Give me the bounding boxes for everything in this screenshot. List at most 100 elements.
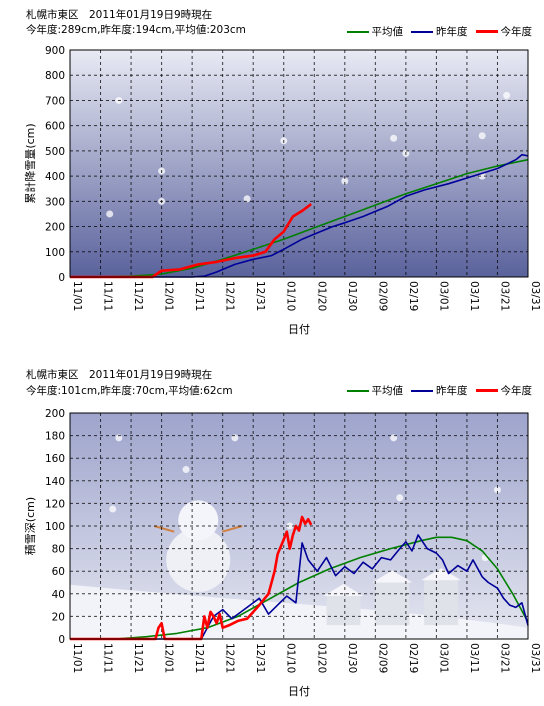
chart-header-totals: 今年度:289cm,昨年度:194cm,平均値:203cm [26,24,246,36]
y-tick-label: 100 [45,521,65,533]
series-line-last-year [70,534,529,640]
x-tick-label: 03/01 [437,281,449,311]
snowflake-icon [115,434,123,442]
legend-label-average: 平均値 [371,26,404,38]
snowflake-icon [231,434,239,442]
x-tick-label: 01/10 [285,281,297,311]
x-tick-label: 11/11 [102,643,114,673]
y-tick-label: 100 [45,247,65,259]
snowflake-icon [109,505,117,513]
x-tick-label: 12/21 [224,281,236,311]
x-tick-label: 01/10 [285,643,297,673]
snowflake-icon [243,195,251,203]
legend-item-average: 平均値 [346,383,404,398]
y-tick-label: 700 [45,95,65,107]
legend-label-this-year: 今年度 [500,26,533,38]
x-tick-label: 02/19 [407,643,419,673]
snow-hill-decoration [70,584,528,639]
legend-item-average: 平均値 [346,24,404,39]
x-tick-label: 11/21 [132,643,144,673]
x-tick-label: 02/09 [376,643,388,673]
legend-swatch-this-year [475,389,498,392]
plot-frame [69,412,529,640]
legend-label-last-year: 昨年度 [436,26,468,38]
series-line-this-year [70,203,312,279]
chart-legend: 平均値 昨年度 今年度 [346,383,533,398]
x-tick-label: 03/31 [529,281,541,311]
x-tick-label: 03/11 [468,281,480,311]
snowflake-icon [493,486,501,494]
x-tick-label: 01/30 [346,281,358,311]
x-tick-label: 01/20 [315,643,327,673]
snowflake-icon [503,91,511,99]
x-tick-label: 11/21 [132,281,144,311]
x-axis-title: 日付 [288,685,310,698]
series-line-average [70,158,529,278]
legend-label-this-year: 今年度 [500,385,533,397]
x-tick-label: 03/31 [529,643,541,673]
x-tick-label: 12/01 [163,643,175,673]
y-axis-title: 累計降雪量(cm) [23,123,37,203]
x-tick-label: 12/31 [254,643,266,673]
plot-frame [69,49,529,278]
legend-swatch-last-year [411,30,433,33]
houses-decoration [323,568,462,626]
y-tick-label: 160 [45,453,65,465]
y-tick-label: 500 [45,146,65,158]
snowfall-chart: 札幌市東区 2011年01月19日9時現在 今年度:289cm,昨年度:194c… [23,9,541,336]
legend-item-last-year: 昨年度 [411,24,468,39]
x-tick-label: 11/11 [102,281,114,311]
snowflake-icon [341,177,349,185]
x-tick-label: 02/19 [407,281,419,311]
snowflake-icon [390,134,398,142]
chart-header-location-time: 札幌市東区 2011年01月19日9時現在 [26,9,213,21]
x-tick-label: 12/11 [193,281,205,311]
y-tick-label: 200 [45,408,65,420]
x-tick-label: 03/21 [498,643,510,673]
y-tick-label: 180 [45,431,65,443]
x-tick-label: 03/01 [437,643,449,673]
legend-swatch-average [346,30,369,33]
legend-item-last-year: 昨年度 [411,383,468,398]
x-tick-label: 11/01 [71,643,83,673]
plot-area [70,50,528,277]
x-tick-label: 12/11 [193,643,205,673]
x-tick-label: 02/09 [376,281,388,311]
snowman-decoration [153,500,243,592]
snowflake-icon [286,522,294,530]
y-tick-label: 800 [45,70,65,82]
snowdepth-chart: 札幌市東区 2011年01月19日9時現在 今年度:101cm,昨年度:70cm… [0,353,544,706]
x-tick-label: 12/31 [254,281,266,311]
x-tick-label: 01/30 [346,643,358,673]
x-tick-label: 11/01 [71,281,83,311]
series-line-average [70,536,529,640]
snowflake-icon [390,434,398,442]
chart-legend: 平均値 昨年度 今年度 [346,24,533,39]
snowflake-icon [396,494,404,502]
chart-header-location-time: 札幌市東区 2011年01月19日9時現在 [26,369,213,381]
y-tick-label: 300 [45,196,65,208]
legend-label-average: 平均値 [371,385,404,397]
legend-swatch-average [346,389,369,392]
snowfall-chart-svg: 0 100 200 300 400 500 600 700 800 900 11/01 11/11 11… [23,45,541,336]
x-tick-label: 01/20 [315,281,327,311]
y-tick-label: 0 [58,272,65,284]
x-tick-label: 12/21 [224,643,236,673]
y-tick-label: 400 [45,171,65,183]
y-tick-label: 20 [52,611,65,623]
y-tick-label: 120 [45,498,65,510]
legend-swatch-this-year [475,30,498,33]
y-tick-label: 60 [52,566,65,578]
series-line-last-year [70,153,529,278]
y-tick-label: 80 [52,544,65,556]
x-axis-title: 日付 [288,323,310,336]
snowflake-icon [478,132,486,140]
y-tick-label: 140 [45,476,65,488]
y-tick-label: 40 [52,589,65,601]
snowdepth-chart-svg: 0 20 40 60 80 100 120 140 160 180 200 11/01 11/11 11/… [23,408,541,698]
y-tick-label: 900 [45,45,65,57]
legend-label-last-year: 昨年度 [436,385,468,397]
x-tick-label: 03/11 [468,643,480,673]
x-tick-label: 03/21 [498,281,510,311]
chart-header-totals: 今年度:101cm,昨年度:70cm,平均値:62cm [26,385,233,397]
